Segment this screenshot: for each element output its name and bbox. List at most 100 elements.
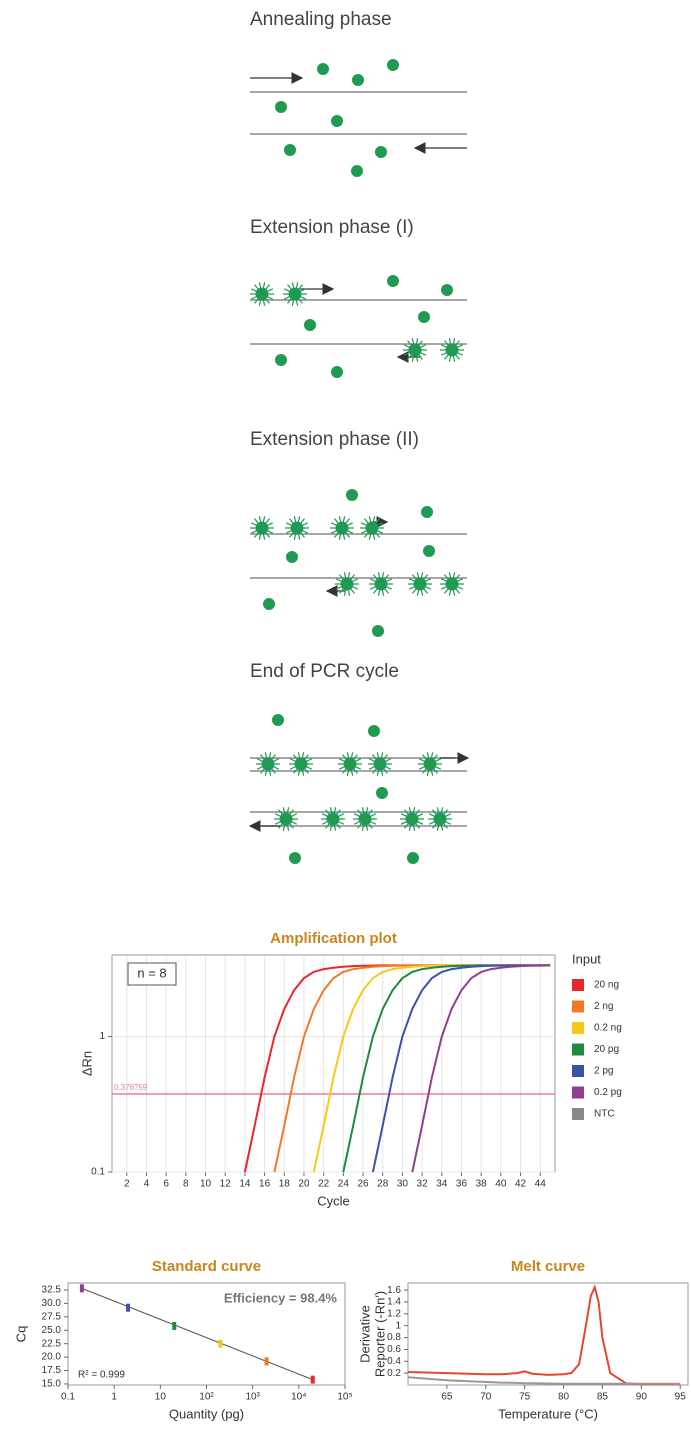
dye-ray	[401, 822, 406, 825]
dye-dot	[372, 625, 384, 637]
bound-dye	[406, 813, 419, 826]
plot-area	[112, 955, 555, 1172]
dye-dot	[284, 144, 296, 156]
point	[172, 1322, 176, 1330]
x-tick-label: 10²	[199, 1392, 214, 1403]
bound-dye	[289, 288, 302, 301]
bound-dye	[295, 758, 308, 771]
y-tick-label: 27.5	[42, 1311, 62, 1322]
x-tick-label: 16	[259, 1179, 271, 1190]
panel-title: Annealing phase	[250, 9, 392, 30]
dye-dot	[376, 787, 388, 799]
dye-ray	[284, 289, 289, 292]
x-tick-label: 34	[436, 1179, 448, 1190]
y-tick-label: 15.0	[42, 1379, 62, 1390]
dye-ray	[425, 579, 430, 582]
x-tick-label: 75	[519, 1392, 531, 1403]
dye-ray	[259, 516, 260, 522]
point	[265, 1357, 269, 1365]
dye-ray	[273, 767, 278, 770]
annotation: Efficiency = 98.4%	[224, 1290, 338, 1305]
dye-ray	[435, 759, 440, 762]
dye-ray	[374, 589, 378, 594]
dye-ray	[251, 297, 256, 300]
dye-ray	[373, 516, 374, 522]
dye-ray	[322, 814, 327, 817]
dye-ray	[331, 523, 336, 526]
series-line	[245, 965, 550, 1172]
dye-ray	[404, 345, 409, 348]
series-line	[274, 965, 550, 1172]
x-tick-label: 0.1	[61, 1392, 75, 1403]
dye-ray	[288, 285, 292, 290]
figure: Annealing phase Extension phase (I) Exte…	[0, 0, 691, 1438]
dye-dot	[263, 598, 275, 610]
dye-ray	[369, 516, 370, 522]
dye-ray	[457, 579, 462, 582]
bound-dye	[256, 522, 269, 535]
dye-ray	[263, 282, 264, 288]
dye-ray	[347, 531, 352, 534]
y-tick-label: 0.1	[91, 1167, 105, 1178]
dye-ray	[377, 523, 382, 526]
x-tick-label: 26	[357, 1179, 369, 1190]
bound-dye	[291, 522, 304, 535]
x-tick-label: 8	[183, 1179, 189, 1190]
dye-ray	[361, 523, 366, 526]
legend-title: Input	[572, 951, 601, 966]
x-tick-label: 28	[377, 1179, 389, 1190]
dye-ray	[385, 589, 389, 594]
x-tick-label: 10	[200, 1179, 212, 1190]
dye-ray	[445, 814, 450, 817]
dye-ray	[257, 759, 262, 762]
chart-title: Standard curve	[152, 1258, 261, 1275]
dye-ray	[417, 590, 418, 596]
dye-ray	[386, 579, 391, 582]
dye-ray	[354, 814, 359, 817]
legend-swatch	[572, 1065, 584, 1077]
dye-ray	[424, 589, 428, 594]
dye-ray	[401, 814, 406, 817]
dye-dot	[272, 714, 284, 726]
bound-dye	[409, 344, 422, 357]
x-tick-label: 38	[476, 1179, 488, 1190]
legend-label: NTC	[594, 1109, 615, 1120]
dye-ray	[386, 587, 391, 590]
dye-ray	[331, 531, 336, 534]
dye-ray	[352, 579, 357, 582]
x-axis-label: Temperature (°C)	[498, 1406, 598, 1421]
y-tick-label: 1.6	[387, 1285, 401, 1296]
dye-ray	[267, 531, 272, 534]
dye-ray	[302, 523, 307, 526]
x-tick-label: 2	[124, 1179, 130, 1190]
x-tick-label: 30	[397, 1179, 409, 1190]
legend-swatch	[572, 979, 584, 991]
dye-ray	[267, 523, 272, 526]
dye-ray	[255, 285, 259, 290]
bound-dye	[374, 758, 387, 771]
legend-label: 2 ng	[594, 1001, 613, 1012]
dye-ray	[449, 590, 450, 596]
bound-dye	[359, 813, 372, 826]
dye-ray	[306, 759, 311, 762]
y-tick-label: 25.0	[42, 1325, 62, 1336]
dye-ray	[385, 759, 390, 762]
x-tick-label: 18	[279, 1179, 291, 1190]
dye-ray	[435, 767, 440, 770]
dye-ray	[456, 355, 460, 360]
dye-ray	[273, 759, 278, 762]
x-tick-label: 1	[111, 1392, 117, 1403]
bound-dye	[414, 578, 427, 591]
dye-ray	[404, 353, 409, 356]
x-tick-label: 42	[515, 1179, 527, 1190]
dye-ray	[322, 822, 327, 825]
dye-ray	[449, 356, 450, 362]
dye-ray	[339, 759, 344, 762]
dye-ray	[365, 519, 369, 524]
dye-ray	[291, 814, 296, 817]
dye-ray	[290, 519, 294, 524]
legend-label: 0.2 ng	[594, 1023, 622, 1034]
y-tick-label: 30.0	[42, 1298, 62, 1309]
y-axis-label: Derivative	[357, 1305, 372, 1363]
x-tick-label: 10⁵	[337, 1392, 352, 1403]
